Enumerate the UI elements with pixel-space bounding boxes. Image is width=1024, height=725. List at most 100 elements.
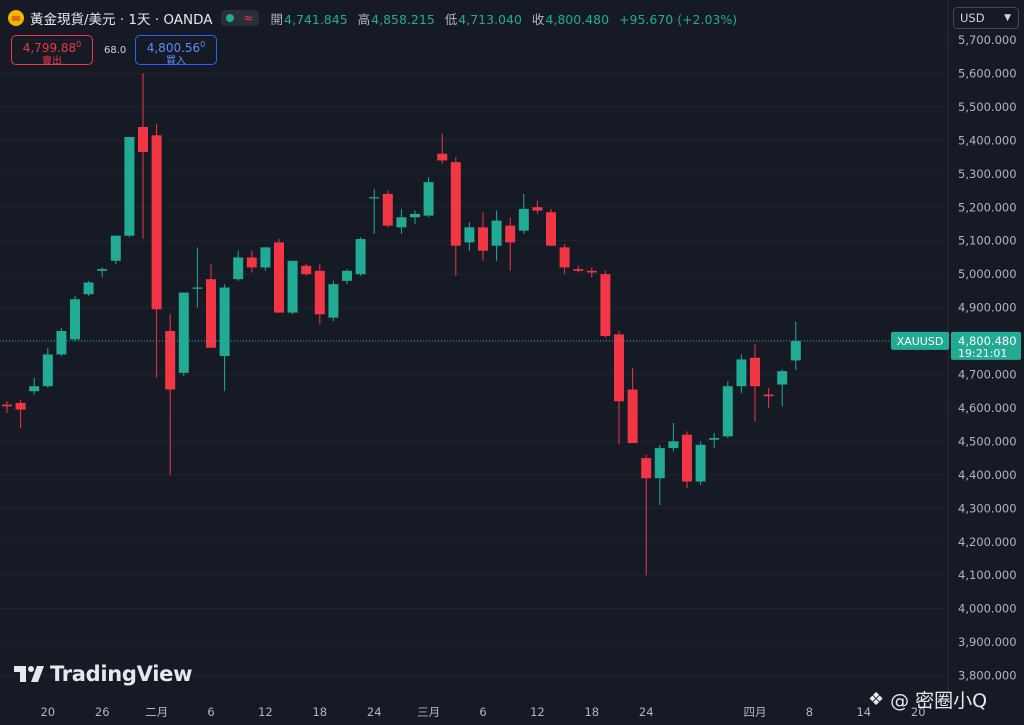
candle-body (505, 225, 516, 243)
candle (600, 270, 611, 338)
candle-body (260, 247, 271, 268)
candle-body (546, 212, 556, 246)
watermark-text: @ 密圈小Q (890, 690, 988, 712)
y-tick-label: 4,400.000 (958, 468, 1017, 482)
candle (97, 267, 108, 278)
tradingview-logo-icon (14, 666, 44, 682)
candle-body (573, 269, 584, 271)
close-label: 收 (531, 11, 545, 27)
candle (165, 314, 176, 475)
candle (478, 212, 488, 261)
candle (287, 260, 298, 315)
candle (56, 327, 67, 357)
candle (124, 137, 135, 238)
candle (654, 444, 665, 505)
candle-body (478, 227, 488, 251)
candle (750, 344, 760, 422)
candle-body (464, 227, 475, 243)
candle (178, 292, 189, 377)
buy-price-pip: 0 (200, 40, 206, 49)
market-status-button[interactable]: ≈ (220, 10, 259, 26)
chevron-down-icon: ▼ (1004, 13, 1011, 23)
high-value: 4,858.215 (371, 11, 435, 27)
candle-body (328, 284, 339, 318)
candle (151, 123, 162, 378)
x-tick-label: 14 (856, 705, 871, 719)
candle-body (736, 359, 747, 387)
candle-body (682, 434, 692, 482)
candle-body (83, 282, 94, 295)
currency-value: USD (960, 11, 985, 25)
watermark: ❖ @ 密圈小Q (868, 686, 987, 713)
candle-body (641, 458, 652, 479)
candle-body (342, 270, 352, 281)
candle (83, 280, 94, 296)
buy-button[interactable]: 4,800.560 買入 (135, 35, 217, 67)
buy-price: 4,800.56 (146, 41, 201, 55)
x-tick-label: 12 (258, 705, 273, 719)
sell-button[interactable]: 4,799.880 賣出 (11, 35, 93, 67)
y-tick-label: 5,700.000 (958, 33, 1017, 47)
low-value: 4,713.040 (458, 11, 522, 27)
candle-body (42, 354, 53, 387)
x-tick-label: 24 (367, 705, 382, 719)
candle-body (790, 341, 801, 361)
last-price-tag (951, 331, 1021, 360)
candle (641, 454, 652, 576)
candle-body (709, 438, 720, 440)
candle-body (314, 270, 325, 315)
currency-select[interactable]: USD ▼ (953, 7, 1019, 29)
candle (328, 280, 339, 321)
sell-price: 4,799.88 (22, 41, 77, 55)
candle (736, 354, 747, 393)
open-value: 4,741.845 (284, 11, 348, 27)
candle-body (614, 334, 624, 402)
x-tick-label: 18 (312, 705, 327, 719)
y-tick-label: 5,500.000 (958, 100, 1017, 114)
candle (301, 264, 312, 276)
candle (192, 247, 203, 308)
x-tick-label: 18 (584, 705, 599, 719)
candle (342, 269, 352, 285)
candle-body (178, 292, 189, 373)
symbol-header: 黃金現貨/美元 · 1天 · OANDA ≈ 開4,741.845 高4,858… (8, 7, 743, 29)
candle (464, 222, 475, 251)
candle (777, 369, 788, 407)
candle-body (532, 207, 543, 211)
candle (206, 264, 216, 348)
y-tick-label: 4,700.000 (958, 368, 1017, 382)
y-tick-label: 4,000.000 (958, 602, 1017, 616)
spread-value: 68.0 (104, 45, 127, 56)
y-tick-label: 5,300.000 (958, 167, 1017, 181)
candle-body (750, 357, 760, 387)
x-tick-label: 24 (639, 705, 654, 719)
tradingview-logo-text: TradingView (50, 662, 193, 686)
last-price-label: 4,800.480 (958, 334, 1017, 348)
candle-body (410, 213, 420, 218)
candle-body (777, 371, 788, 385)
candle (382, 190, 393, 228)
y-tick-label: 4,200.000 (958, 535, 1017, 549)
open-label: 開 (270, 11, 284, 27)
candle-body (382, 193, 393, 226)
candle (505, 217, 516, 271)
candle-body (151, 135, 162, 310)
candle-body (437, 153, 448, 161)
candle-body (246, 257, 257, 268)
candle-body (70, 299, 80, 340)
tradingview-logo[interactable]: TradingView (14, 662, 192, 686)
candle-body (15, 402, 26, 410)
candle (233, 250, 244, 281)
candle-body (627, 389, 638, 444)
candle-body (491, 220, 502, 246)
symbol-title[interactable]: 黃金現貨/美元 · 1天 · OANDA (30, 12, 213, 28)
candle-body (138, 126, 148, 153)
candle (314, 264, 325, 325)
candle (532, 200, 543, 214)
candle (219, 284, 230, 392)
x-tick-label: 二月 (145, 705, 168, 719)
candle-body (763, 394, 774, 397)
sell-price-pip: 0 (76, 40, 82, 49)
candle-body (2, 404, 12, 407)
